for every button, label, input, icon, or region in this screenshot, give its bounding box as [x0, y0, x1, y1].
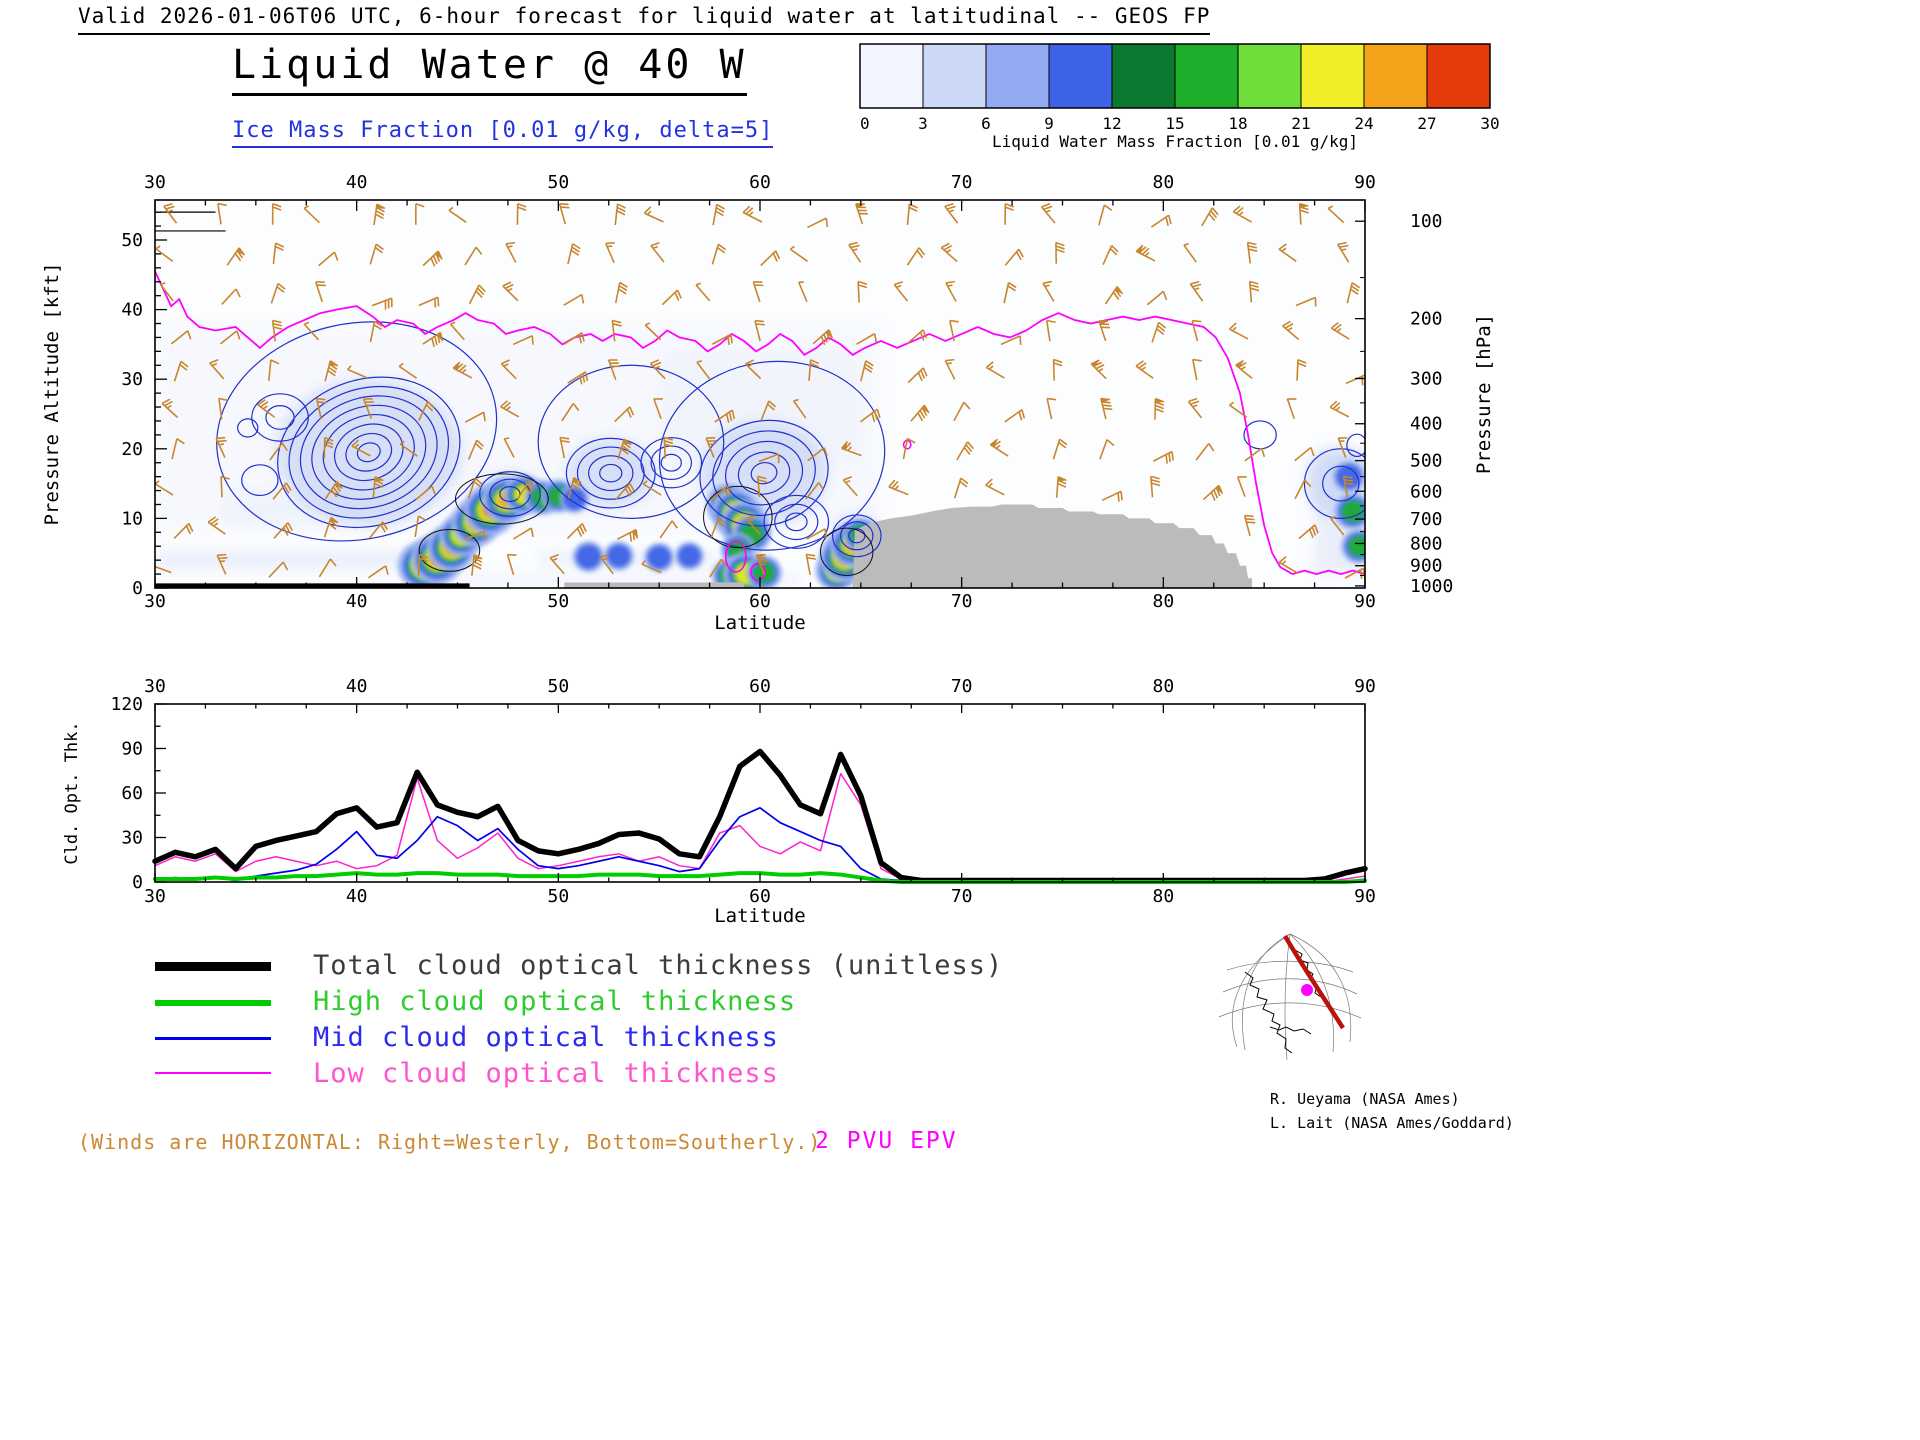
svg-text:60: 60	[749, 886, 771, 907]
location-marker	[1301, 984, 1313, 996]
svg-text:30: 30	[1480, 114, 1499, 133]
legend-label-1: High cloud optical thickness	[313, 986, 797, 1017]
legend-swatch-2	[155, 1037, 271, 1040]
lower-ylabel: Cld. Opt. Thk.	[62, 721, 82, 865]
svg-text:400: 400	[1410, 414, 1443, 435]
svg-text:90: 90	[1354, 676, 1376, 697]
svg-text:90: 90	[1354, 591, 1376, 612]
svg-text:50: 50	[547, 676, 569, 697]
svg-text:200: 200	[1410, 309, 1443, 330]
svg-text:0: 0	[860, 114, 870, 133]
svg-text:6: 6	[981, 114, 991, 133]
svg-text:10: 10	[121, 508, 143, 529]
legend-swatch-1	[155, 1000, 271, 1006]
svg-text:700: 700	[1410, 509, 1443, 530]
svg-text:40: 40	[346, 676, 368, 697]
svg-text:900: 900	[1410, 556, 1443, 577]
svg-text:60: 60	[749, 172, 771, 193]
svg-text:60: 60	[749, 676, 771, 697]
svg-text:9: 9	[1044, 114, 1054, 133]
svg-text:1000: 1000	[1410, 576, 1453, 597]
svg-text:20: 20	[121, 439, 143, 460]
svg-text:80: 80	[1152, 172, 1174, 193]
main-ylabel-right: Pressure [hPa]	[1473, 313, 1495, 475]
svg-text:0: 0	[132, 578, 143, 599]
svg-text:40: 40	[121, 300, 143, 321]
terrain-greenland	[852, 504, 1253, 588]
svg-text:3: 3	[918, 114, 928, 133]
svg-text:30: 30	[121, 369, 143, 390]
credit-line-1: R. Ueyama (NASA Ames)	[1270, 1090, 1460, 1108]
svg-text:30: 30	[121, 828, 143, 849]
svg-text:15: 15	[1165, 114, 1184, 133]
svg-text:27: 27	[1417, 114, 1436, 133]
svg-text:30: 30	[144, 886, 166, 907]
svg-text:30: 30	[144, 591, 166, 612]
svg-text:70: 70	[951, 676, 973, 697]
svg-text:0: 0	[132, 872, 143, 893]
svg-text:70: 70	[951, 886, 973, 907]
svg-text:300: 300	[1410, 369, 1443, 390]
svg-text:80: 80	[1152, 591, 1174, 612]
svg-text:40: 40	[346, 172, 368, 193]
svg-text:500: 500	[1410, 451, 1443, 472]
legend-swatch-0	[155, 962, 271, 971]
svg-text:40: 40	[346, 591, 368, 612]
svg-text:12: 12	[1102, 114, 1121, 133]
winds-note: (Winds are HORIZONTAL: Right=Westerly, B…	[78, 1130, 822, 1154]
svg-text:21: 21	[1291, 114, 1310, 133]
legend-label-0: Total cloud optical thickness (unitless)	[313, 950, 1004, 981]
svg-text:90: 90	[1354, 172, 1376, 193]
svg-text:24: 24	[1354, 114, 1373, 133]
svg-text:18: 18	[1228, 114, 1247, 133]
wind-barbs	[155, 202, 1365, 579]
svg-text:800: 800	[1410, 533, 1443, 554]
svg-text:120: 120	[110, 694, 143, 715]
cross-section-path	[1283, 934, 1345, 1030]
epv-2pvu-line	[155, 270, 1365, 576]
legend-swatch-3	[155, 1072, 271, 1074]
epv-label: 2 PVU EPV	[815, 1128, 958, 1154]
lower-xlabel: Latitude	[714, 905, 806, 927]
legend-label-3: Low cloud optical thickness	[313, 1058, 779, 1089]
legend-label-2: Mid cloud optical thickness	[313, 1022, 779, 1053]
svg-text:30: 30	[144, 172, 166, 193]
svg-text:80: 80	[1152, 886, 1174, 907]
svg-text:30: 30	[144, 676, 166, 697]
svg-text:80: 80	[1152, 676, 1174, 697]
svg-text:600: 600	[1410, 481, 1443, 502]
inset-map	[1218, 933, 1362, 1061]
svg-text:60: 60	[121, 783, 143, 804]
svg-text:90: 90	[121, 739, 143, 760]
svg-text:70: 70	[951, 172, 973, 193]
svg-text:50: 50	[121, 230, 143, 251]
svg-text:70: 70	[951, 591, 973, 612]
svg-text:50: 50	[547, 591, 569, 612]
valid-line: Valid 2026-01-06T06 UTC, 6-hour forecast…	[78, 4, 1211, 35]
svg-text:50: 50	[547, 886, 569, 907]
credit-line-2: L. Lait (NASA Ames/Goddard)	[1270, 1114, 1514, 1132]
main-ylabel-left: Pressure Altitude [kft]	[41, 262, 63, 526]
main-xlabel: Latitude	[714, 612, 806, 634]
svg-text:50: 50	[547, 172, 569, 193]
svg-text:100: 100	[1410, 211, 1443, 232]
subtitle-ice-mass-fraction: Ice Mass Fraction [0.01 g/kg, delta=5]	[232, 118, 774, 148]
svg-text:60: 60	[749, 591, 771, 612]
svg-text:40: 40	[346, 886, 368, 907]
svg-text:90: 90	[1354, 886, 1376, 907]
cross-section-content	[155, 200, 1365, 588]
page-title: Liquid Water @ 40 W	[232, 42, 747, 96]
colorbar-label: Liquid Water Mass Fraction [0.01 g/kg]	[991, 132, 1359, 151]
